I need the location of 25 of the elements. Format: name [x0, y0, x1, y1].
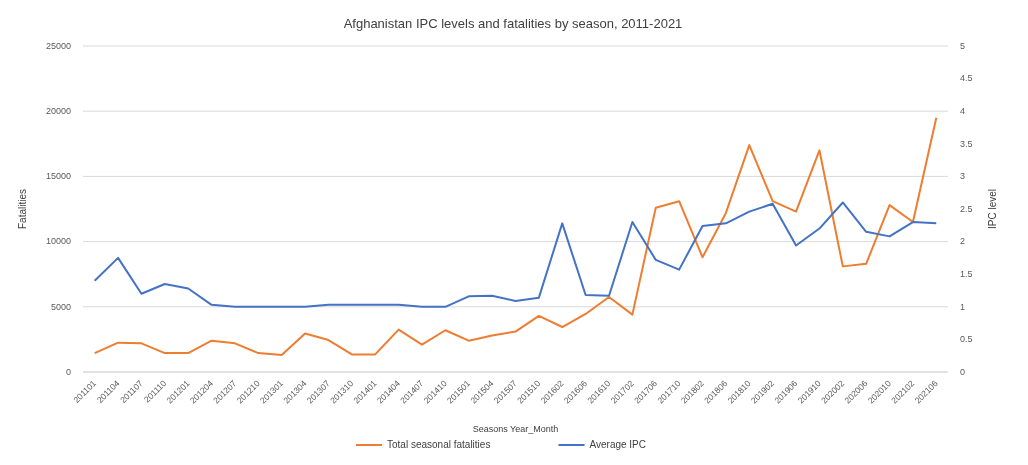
y2-tick-label: 3: [960, 171, 966, 182]
y2-tick-label: 2: [960, 236, 966, 247]
y2-axis-title: IPC level: [987, 188, 998, 230]
y-tick-label: 15000: [45, 171, 71, 182]
y-tick-label: 20000: [45, 106, 71, 117]
y-tick-label: 25000: [45, 40, 71, 51]
y2-tick-label: 1.5: [960, 269, 973, 280]
y2-tick-label: 4: [960, 106, 966, 117]
y2-tick-label: 1: [960, 301, 966, 312]
y-tick-label: 5000: [50, 301, 71, 312]
legend-label: Average IPC: [589, 439, 647, 451]
legend-label: Total seasonal fatalities: [387, 439, 491, 451]
line-series: [93, 201, 938, 308]
y-tick-label: 0: [65, 366, 71, 377]
y2-tick-label: 3.5: [960, 138, 973, 149]
y2-tick-label: 0: [960, 366, 966, 377]
y-axis-title: Fatalities: [17, 188, 28, 230]
y2-tick-label: 2.5: [960, 203, 973, 214]
chart-title: Afghanistan IPC levels and fatalities by season, 2011-2021: [343, 16, 683, 31]
line-series: [93, 116, 938, 357]
y2-tick-label: 4.5: [960, 73, 973, 84]
x-axis-title: Seasons Year_Month: [472, 424, 559, 434]
y-tick-label: 10000: [45, 236, 71, 247]
y2-tick-label: 5: [960, 40, 966, 51]
y2-tick-label: 0.5: [960, 334, 973, 345]
